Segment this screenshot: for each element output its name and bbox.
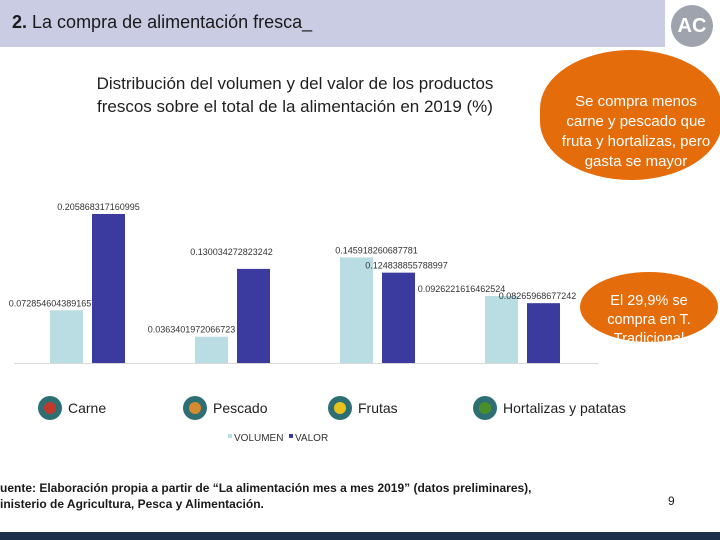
data-label-valor-3: 0.08265968677242 <box>499 291 577 301</box>
callout-bubble-mid: El 29,9% se compra en T. Tradicional <box>580 272 718 342</box>
source-note: uente: Elaboración propia a partir de “L… <box>0 480 532 512</box>
data-label-volumen-1: 0.0363401972066723 <box>148 325 236 335</box>
bar-volumen-0 <box>50 310 83 363</box>
callout-bubble-top: Se compra menos carne y pescado que frut… <box>540 50 720 180</box>
bar-valor-0 <box>92 214 125 363</box>
bar-valor-1 <box>237 268 270 363</box>
page-number: 9 <box>668 494 675 508</box>
logo: AC <box>671 5 713 47</box>
section-number: 2. <box>12 12 28 32</box>
source-line-1: uente: Elaboración propia a partir de “L… <box>0 481 532 495</box>
meat-icon-glyph <box>44 402 56 414</box>
bar-valor-2 <box>382 272 415 363</box>
callout-text-top: Se compra menos carne y pescado que frut… <box>561 93 711 170</box>
section-title: La compra de alimentación fresca_ <box>32 12 313 32</box>
banana-icon-glyph <box>334 402 346 414</box>
category-label-3: Hortalizas y patatas <box>503 400 626 416</box>
callout-text-mid: El 29,9% se compra en T. Tradicional <box>607 293 691 342</box>
bar-volumen-3 <box>485 295 518 363</box>
data-label-valor-1: 0.130034272823242 <box>190 247 273 257</box>
bar-volumen-2 <box>340 257 373 363</box>
bottom-bar <box>0 532 720 540</box>
bar-valor-3 <box>527 303 560 363</box>
legend-swatch-volumen <box>228 434 232 438</box>
data-label-volumen-0: 0.0728546043891657 <box>9 298 97 308</box>
legend-label-valor: VALOR <box>295 433 328 444</box>
chart-title: Distribución del volumen y del valor de … <box>96 74 494 116</box>
broccoli-icon-glyph <box>479 402 491 414</box>
category-label-1: Pescado <box>213 400 268 416</box>
fish-icon-glyph <box>189 402 201 414</box>
data-label-valor-2: 0.124838855788997 <box>365 261 448 271</box>
data-label-volumen-3: 0.0926221616462524 <box>418 284 506 294</box>
legend-label-volumen: VOLUMEN <box>234 433 283 444</box>
header-bar: 2. La compra de alimentación fresca_ <box>0 0 665 47</box>
page-title: 2. La compra de alimentación fresca_ <box>12 12 312 33</box>
source-line-2: inisterio de Agricultura, Pesca y Alimen… <box>0 497 264 511</box>
category-label-0: Carne <box>68 400 106 416</box>
legend-swatch-valor <box>289 434 293 438</box>
data-label-valor-0: 0.205868317160995 <box>57 202 140 212</box>
bar-volumen-1 <box>195 336 228 363</box>
data-label-volumen-2: 0.145918260687781 <box>335 245 418 255</box>
category-label-2: Frutas <box>358 400 398 416</box>
